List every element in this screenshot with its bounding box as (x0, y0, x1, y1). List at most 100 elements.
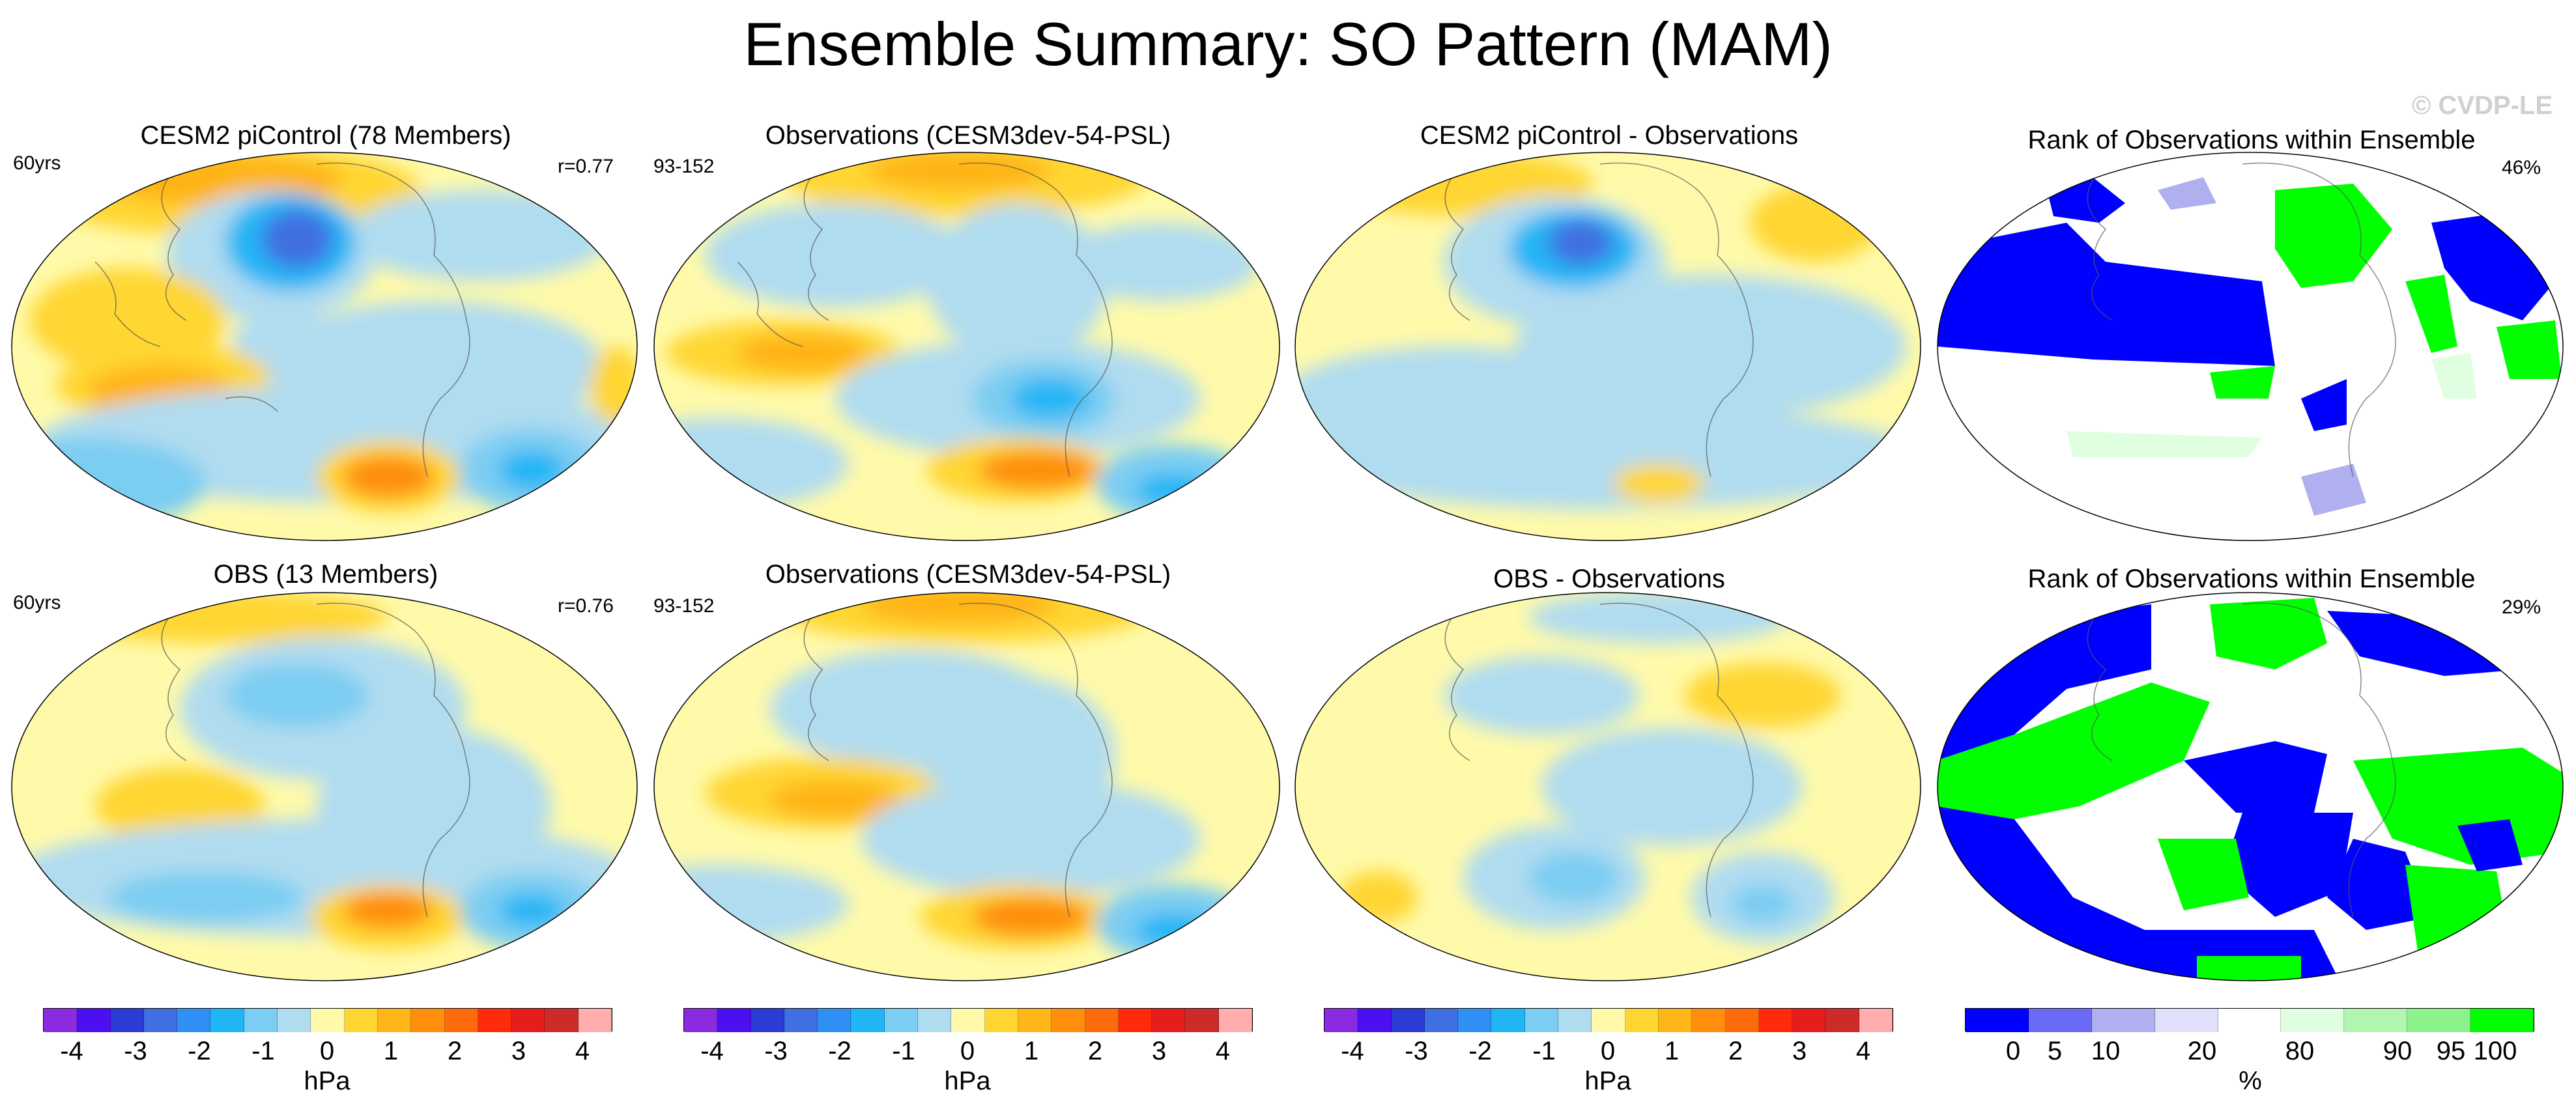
colorbar-cell (77, 1009, 111, 1032)
map-panel-6 (653, 591, 1281, 982)
colorbar-1-tick: -2 (188, 1037, 211, 1065)
colorbar-cell (344, 1009, 378, 1032)
map-panel-5 (10, 591, 638, 982)
panel-3-title: CESM2 piControl - Observations (1420, 121, 1799, 150)
colorbar-cell (1358, 1009, 1392, 1032)
colorbar-1-tick: 0 (319, 1037, 335, 1065)
panel-4-right-note: 46% (2502, 157, 2541, 178)
colorbar-2-tick: -3 (764, 1037, 788, 1065)
colorbar-cell (478, 1009, 512, 1032)
colorbar-cell (578, 1009, 612, 1032)
colorbar-cell (1491, 1009, 1525, 1032)
colorbar-3-tick: 0 (1600, 1037, 1616, 1065)
colorbar-cell (818, 1009, 852, 1032)
colorbar-cell (1625, 1009, 1659, 1032)
colorbar-cell (884, 1009, 919, 1032)
colorbar-4-tick: 5 (2047, 1037, 2063, 1065)
colorbar-2-unit: hPa (944, 1067, 991, 1095)
colorbar-2-tick: 1 (1023, 1037, 1039, 1065)
panel-2-left-note: 93-152 (653, 156, 715, 177)
colorbar-cell (110, 1009, 144, 1032)
colorbar-cell (851, 1009, 885, 1032)
colorbar-4-tick: 100 (2473, 1037, 2517, 1065)
colorbar-2-tick: 2 (1087, 1037, 1103, 1065)
colorbar-3-unit: hPa (1584, 1067, 1631, 1095)
colorbar-cell (1592, 1009, 1625, 1032)
panel-5-right-note: r=0.76 (558, 595, 614, 617)
colorbar-3-tick: -4 (1341, 1037, 1364, 1065)
colorbar-cell (143, 1009, 178, 1032)
colorbar-cell (1424, 1009, 1459, 1032)
colorbar-cell (44, 1009, 78, 1032)
colorbar-4-unit: % (2239, 1067, 2262, 1095)
colorbar-2-tick: 4 (1215, 1037, 1231, 1065)
colorbar-1-tick: 1 (383, 1037, 399, 1065)
colorbar-cell (1692, 1009, 1726, 1032)
colorbar-cell (918, 1009, 952, 1032)
watermark: © CVDP-LE (2411, 91, 2553, 120)
colorbar-1-tick: 2 (447, 1037, 463, 1065)
colorbar-cell (2091, 1009, 2155, 1032)
map-panel-2 (653, 151, 1281, 542)
map-panel-3 (1294, 151, 1922, 542)
colorbar-cell (717, 1009, 751, 1032)
colorbar-cell (951, 1009, 985, 1032)
colorbar-cell (210, 1009, 244, 1032)
colorbar-4-tick: 20 (2187, 1037, 2217, 1065)
colorbar-cell (244, 1009, 278, 1032)
colorbar-cell (2028, 1009, 2092, 1032)
colorbar-cell (2218, 1009, 2282, 1032)
colorbar-cell (377, 1009, 412, 1032)
panel-6-title: Observations (CESM3dev-54-PSL) (765, 560, 1171, 589)
colorbar-3-tick: 2 (1728, 1037, 1743, 1065)
colorbar-3-tick: 4 (1855, 1037, 1871, 1065)
panel-1-title: CESM2 piControl (78 Members) (140, 121, 511, 150)
colorbar-cell (311, 1009, 345, 1032)
colorbar-cell (1792, 1009, 1826, 1032)
colorbar-cell (1324, 1009, 1358, 1032)
colorbar-1-tick: -3 (124, 1037, 147, 1065)
colorbar-3-tick: 3 (1792, 1037, 1807, 1065)
colorbar-4-tick: 90 (2383, 1037, 2412, 1065)
panel-4-title: Rank of Observations within Ensemble (2027, 126, 2476, 154)
colorbar-1-tick: -4 (60, 1037, 83, 1065)
panel-5-title: OBS (13 Members) (213, 560, 438, 589)
colorbar-cell (2407, 1009, 2471, 1032)
colorbar-2: -4 -3 -2 -1 0 1 2 3 4 hPa (683, 1008, 1253, 1106)
colorbar-cell (1558, 1009, 1592, 1032)
colorbar-cell (1758, 1009, 1793, 1032)
colorbar-1-cells (43, 1008, 612, 1032)
colorbar-3-tick: 1 (1664, 1037, 1680, 1065)
colorbar-4-tick: 0 (2005, 1037, 2021, 1065)
panel-1-right-note: r=0.77 (558, 156, 614, 177)
colorbar-2-tick: 3 (1151, 1037, 1167, 1065)
colorbar-3-tick: -1 (1532, 1037, 1556, 1065)
colorbar-cell (444, 1009, 478, 1032)
map-panel-8 (1936, 591, 2564, 982)
colorbar-cell (1218, 1009, 1252, 1032)
colorbar-cell (1725, 1009, 1759, 1032)
colorbar-cell (1966, 1009, 2029, 1032)
colorbar-cell (1859, 1009, 1893, 1032)
colorbar-cell (278, 1009, 311, 1032)
colorbar-cell (1018, 1009, 1052, 1032)
colorbar-cell (1658, 1009, 1693, 1032)
colorbar-3: -4 -3 -2 -1 0 1 2 3 4 hPa (1324, 1008, 1893, 1106)
colorbar-3-cells (1324, 1008, 1893, 1032)
colorbar-cell (1185, 1009, 1219, 1032)
colorbar-cell (1391, 1009, 1425, 1032)
colorbar-cell (545, 1009, 579, 1032)
colorbar-1: -4 -3 -2 -1 0 1 2 3 4 hPa (43, 1008, 612, 1106)
colorbar-cell (1825, 1009, 1859, 1032)
colorbar-cell (2470, 1009, 2534, 1032)
colorbar-cell (1152, 1009, 1186, 1032)
panel-7-title: OBS - Observations (1493, 565, 1725, 593)
colorbar-1-tick: 4 (575, 1037, 590, 1065)
colorbar-cell (1118, 1009, 1152, 1032)
map-panel-4 (1936, 151, 2564, 542)
colorbar-cell (984, 1009, 1018, 1032)
colorbar-cell (2281, 1009, 2345, 1032)
colorbar-cell (751, 1009, 784, 1032)
colorbar-4-cells (1965, 1008, 2534, 1032)
colorbar-1-unit: hPa (304, 1067, 351, 1095)
